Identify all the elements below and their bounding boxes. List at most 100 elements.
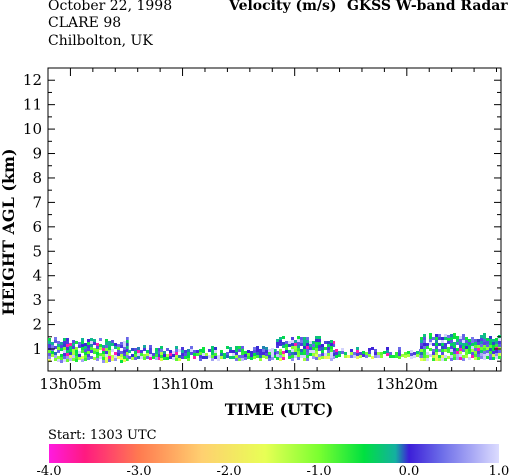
velocity-cell <box>268 355 271 358</box>
velocity-cell <box>54 340 57 343</box>
velocity-cell <box>288 353 291 356</box>
velocity-cell <box>318 354 321 357</box>
velocity-cell <box>435 343 438 346</box>
velocity-cell <box>303 349 306 352</box>
velocity-cell <box>117 350 120 353</box>
velocity-cell <box>350 355 353 358</box>
velocity-cell <box>315 339 318 342</box>
velocity-cell <box>330 352 333 355</box>
velocity-cell <box>495 350 498 353</box>
velocity-cell <box>306 343 309 346</box>
velocity-cell <box>238 349 241 352</box>
velocity-cell <box>395 355 398 358</box>
velocity-cell <box>96 355 99 358</box>
velocity-cell <box>108 356 111 359</box>
velocity-cell <box>57 344 60 347</box>
velocity-cell <box>48 338 51 341</box>
velocity-cell <box>492 345 495 348</box>
velocity-cell <box>211 358 214 361</box>
velocity-cell <box>423 337 426 340</box>
velocity-cell <box>63 347 66 350</box>
velocity-cell <box>128 356 131 359</box>
velocity-cell <box>486 341 489 344</box>
velocity-cell <box>410 356 413 359</box>
velocity-cell <box>184 353 187 356</box>
velocity-cell <box>419 355 421 358</box>
velocity-cell <box>456 339 459 342</box>
velocity-cell <box>155 357 158 360</box>
velocity-cell <box>477 351 480 354</box>
velocity-cell <box>453 348 456 351</box>
x-axis: 13h05m 13h10m 13h15m 13h20m <box>39 68 498 393</box>
velocity-cell <box>356 353 359 356</box>
velocity-cell <box>324 353 327 356</box>
velocity-cell <box>163 357 166 360</box>
velocity-cell <box>169 356 172 359</box>
velocity-cell <box>120 357 123 360</box>
velocity-cell <box>450 346 453 349</box>
velocity-cell <box>438 349 441 352</box>
velocity-cell <box>126 340 129 343</box>
velocity-cell <box>441 343 444 346</box>
velocity-cell <box>453 333 456 336</box>
velocity-cell <box>220 353 223 356</box>
velocity-cell <box>181 356 184 359</box>
velocity-cell <box>483 342 486 345</box>
velocity-cell <box>462 337 465 340</box>
velocity-cell <box>465 352 468 355</box>
velocity-cell <box>471 337 474 340</box>
velocity-cell <box>84 349 87 352</box>
velocity-cell <box>282 345 285 348</box>
velocity-cell <box>477 345 480 348</box>
velocity-cell <box>438 358 441 361</box>
velocity-cell <box>291 349 294 352</box>
velocity-cell <box>324 356 327 359</box>
velocity-cell <box>341 348 344 351</box>
velocity-cell <box>312 353 315 356</box>
velocity-cell <box>330 349 333 352</box>
velocity-cell <box>51 342 54 345</box>
velocity-cell <box>495 341 498 344</box>
velocity-cell <box>166 348 169 351</box>
velocity-cell <box>416 354 419 357</box>
colorbar-tick-label: -4.0 <box>36 464 61 476</box>
velocity-cell <box>199 358 202 361</box>
velocity-cell <box>420 352 423 355</box>
velocity-cell <box>217 355 220 358</box>
velocity-cell <box>143 357 146 360</box>
velocity-cell <box>199 349 202 352</box>
velocity-cell <box>114 346 117 349</box>
velocity-cell <box>419 349 421 352</box>
velocity-cell <box>483 348 486 351</box>
velocity-cell <box>84 355 87 358</box>
velocity-cell <box>335 355 338 358</box>
velocity-cell <box>474 345 477 348</box>
velocity-cell <box>155 354 158 357</box>
velocity-cell <box>309 344 312 347</box>
velocity-cell <box>303 358 306 361</box>
velocity-cell <box>181 350 184 353</box>
velocity-cell <box>306 349 309 352</box>
velocity-cell <box>166 357 169 360</box>
velocity-cell <box>211 346 214 349</box>
velocity-cell <box>187 349 190 352</box>
y-tick-label: 3 <box>32 291 42 309</box>
velocity-cell <box>226 355 229 358</box>
velocity-cell <box>498 353 501 356</box>
velocity-cell <box>306 352 309 355</box>
velocity-cell <box>438 343 441 346</box>
velocity-cell <box>297 345 300 348</box>
velocity-cell <box>117 344 120 347</box>
velocity-cell <box>111 355 114 358</box>
velocity-cell <box>229 356 232 359</box>
velocity-cell <box>51 354 54 357</box>
velocity-cell <box>244 351 247 354</box>
velocity-cell <box>211 352 214 355</box>
velocity-cell <box>282 351 285 354</box>
velocity-cell <box>309 341 312 344</box>
velocity-cell <box>450 358 453 361</box>
velocity-cell <box>187 355 190 358</box>
velocity-cell <box>300 349 303 352</box>
velocity-cell <box>48 353 51 356</box>
